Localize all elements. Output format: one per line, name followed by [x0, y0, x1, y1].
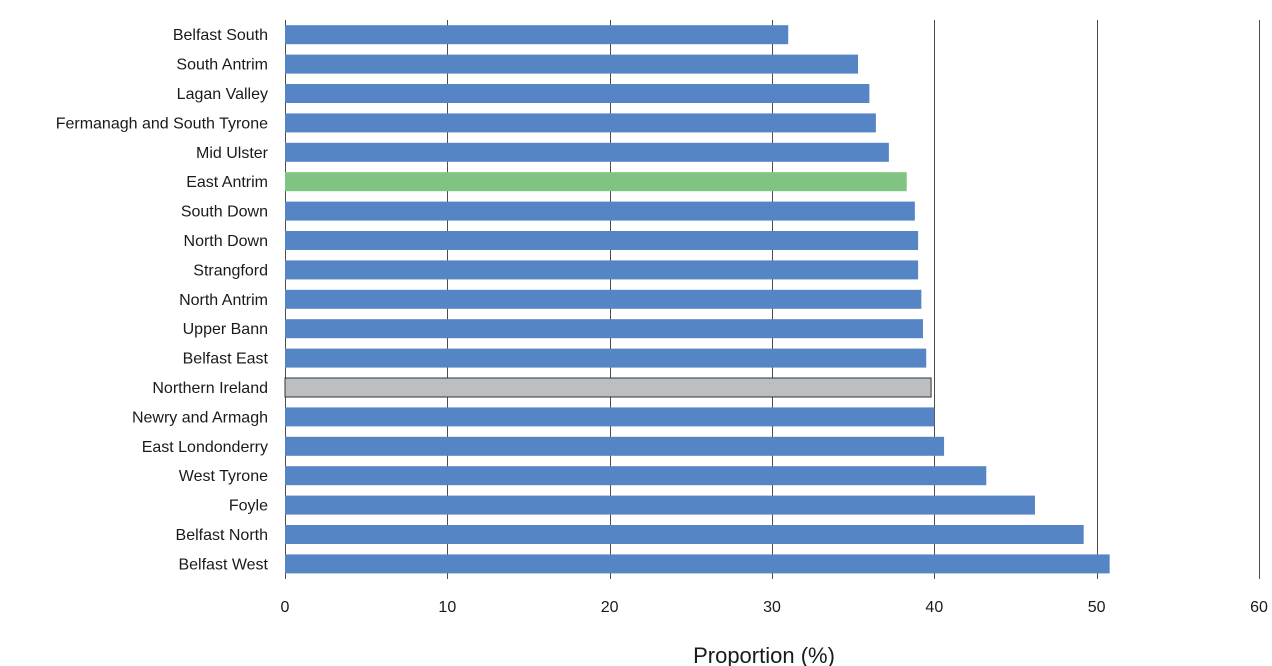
bar-belfast-west	[285, 554, 1110, 574]
x-tick-label: 40	[925, 599, 943, 616]
x-tick-label: 20	[601, 599, 619, 616]
bar-fermanagh-and-south-tyrone	[285, 113, 876, 133]
x-tick-label: 10	[438, 599, 456, 616]
category-label: Upper Bann	[183, 321, 268, 338]
bar-strangford	[285, 260, 919, 280]
category-label: Belfast West	[178, 556, 268, 573]
bar-east-antrim	[285, 172, 907, 192]
category-label: Belfast East	[183, 351, 269, 368]
bar-upper-bann	[285, 319, 923, 339]
bar-west-tyrone	[285, 466, 987, 486]
x-tick-label: 30	[763, 599, 781, 616]
bar-belfast-north	[285, 525, 1084, 544]
category-label: East Antrim	[186, 174, 268, 191]
bar-north-antrim	[285, 289, 922, 309]
category-label: North Antrim	[179, 292, 268, 309]
x-tick-label: 50	[1088, 599, 1106, 616]
bar-south-antrim	[285, 54, 859, 74]
category-label: Newry and Armagh	[132, 409, 268, 426]
bar-foyle	[285, 495, 1035, 515]
category-label: South Down	[181, 204, 268, 221]
category-label: North Down	[184, 233, 268, 250]
x-tick-labels: 0 10 20 30 40 50 60	[281, 599, 1268, 616]
bar-northern-ireland	[284, 377, 932, 398]
category-label: South Antrim	[176, 57, 268, 74]
x-axis-title: Proportion (%)	[693, 643, 835, 666]
bar-south-down	[285, 201, 915, 221]
category-label: Northern Ireland	[152, 380, 268, 397]
category-label: Strangford	[193, 262, 268, 279]
x-tick-label: 0	[281, 599, 290, 616]
bar-belfast-east	[285, 348, 927, 368]
category-label: East Londonderry	[142, 439, 268, 456]
bar-east-londonderry	[285, 436, 945, 456]
category-label: West Tyrone	[179, 468, 268, 485]
bars	[284, 25, 1110, 574]
bar-belfast-south	[285, 25, 789, 45]
bar-newry-and-armagh	[285, 407, 935, 427]
category-label: Fermanagh and South Tyrone	[56, 115, 268, 132]
category-label: Mid Ulster	[196, 145, 269, 162]
category-label: Belfast South	[173, 27, 268, 44]
bar-mid-ulster	[285, 142, 889, 162]
category-labels: Belfast South South Antrim Lagan Valley Fer…	[56, 27, 269, 573]
category-label: Lagan Valley	[177, 86, 268, 103]
bar-north-down	[285, 231, 919, 250]
x-tick-label: 60	[1250, 599, 1268, 616]
category-label: Foyle	[229, 498, 268, 515]
bar-lagan-valley	[285, 84, 870, 103]
category-label: Belfast North	[176, 527, 268, 544]
